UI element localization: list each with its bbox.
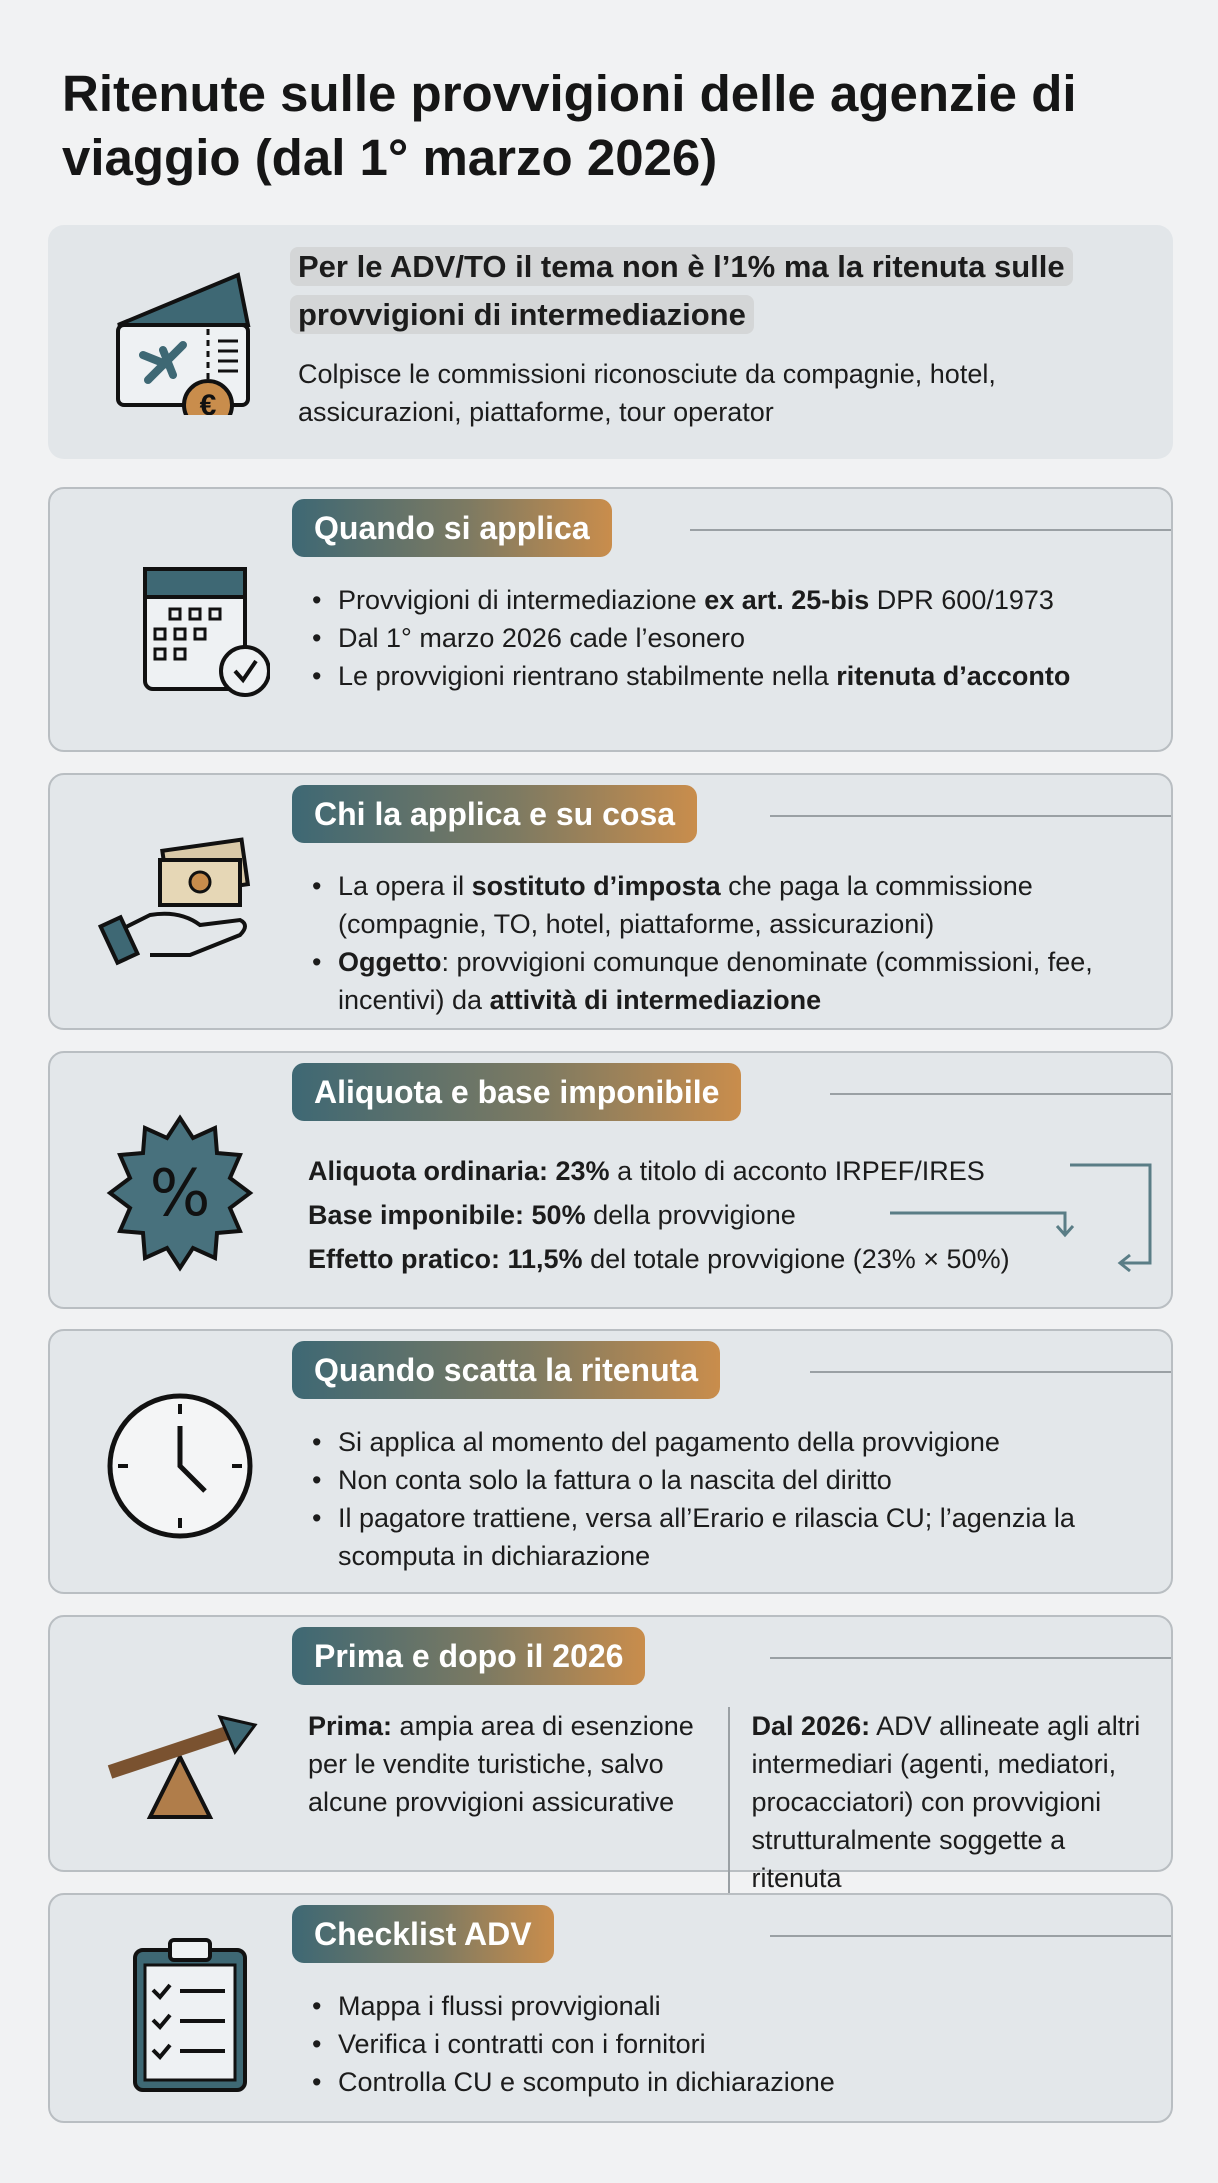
bullet-list: La opera il sostituto d’imposta che paga…	[308, 867, 1141, 1019]
list-item: Verifica i contratti con i fornitori	[308, 2025, 1141, 2063]
section-title: Checklist ADV	[292, 1905, 554, 1963]
list-item: Provvigioni di intermediazione ex art. 2…	[308, 581, 1141, 619]
section-quando-si-applica: Quando si applica Provvigioni di interme…	[48, 487, 1173, 752]
section-title: Quando si applica	[292, 499, 612, 557]
divider	[770, 815, 1171, 817]
list-item: La opera il sostituto d’imposta che paga…	[308, 867, 1141, 943]
bullet-list: Mappa i flussi provvigionali Verifica i …	[308, 1987, 1141, 2101]
intro-card: € Per le ADV/TO il tema non è l’1% ma la…	[48, 225, 1173, 459]
before-column: Prima: ampia area di esenzione per le ve…	[308, 1711, 694, 1817]
divider	[830, 1093, 1171, 1095]
svg-text:€: €	[200, 389, 217, 415]
list-item: Mappa i flussi provvigionali	[308, 1987, 1141, 2025]
section-aliquota: Aliquota e base imponibile % Aliquota or…	[48, 1051, 1173, 1309]
divider	[770, 1657, 1171, 1659]
bullet-list: Provvigioni di intermediazione ex art. 2…	[308, 581, 1141, 695]
page-title: Ritenute sulle provvigioni delle agenzie…	[62, 65, 1077, 186]
section-title: Quando scatta la ritenuta	[292, 1341, 721, 1399]
divider	[690, 529, 1171, 531]
list-item: Il pagatore trattiene, versa all’Erario …	[308, 1499, 1141, 1575]
list-item: Non conta solo la fattura o la nascita d…	[308, 1461, 1141, 1499]
bullet-list: Si applica al momento del pagamento dell…	[308, 1423, 1141, 1575]
section-title: Prima e dopo il 2026	[292, 1627, 646, 1685]
rate-line: Effetto pratico: 11,5% del totale provvi…	[308, 1244, 1010, 1274]
seesaw-arrow-icon	[107, 1714, 258, 1819]
section-title: Chi la applica e su cosa	[292, 785, 698, 843]
list-item: Dal 1° marzo 2026 cade l’esonero	[308, 619, 1141, 657]
section-quando-scatta: Quando scatta la ritenuta Si applica al …	[48, 1329, 1173, 1594]
flow-arrows	[890, 1163, 1152, 1273]
intro-text: Colpisce le commissioni riconosciute da …	[298, 359, 996, 427]
section-chi-la-applica: Chi la applica e su cosa La opera il sos…	[48, 773, 1173, 1030]
list-item: Si applica al momento del pagamento dell…	[308, 1423, 1141, 1461]
after-column: Dal 2026: ADV allineate agli altri inter…	[727, 1707, 1172, 1897]
divider	[770, 1935, 1171, 1937]
section-title: Aliquota e base imponibile	[292, 1063, 742, 1121]
section-prima-dopo: Prima e dopo il 2026 Prima: ampia area d…	[48, 1615, 1173, 1897]
clock-icon	[107, 1393, 253, 1539]
percent-badge-icon: %	[106, 1114, 254, 1272]
divider	[810, 1371, 1171, 1373]
ticket-euro-icon: €	[116, 272, 251, 415]
comparison: Prima: ampia area di esenzione per le ve…	[308, 1707, 1171, 1897]
clipboard-checklist-icon	[133, 1938, 247, 2092]
rate-lines: Aliquota ordinaria: 23% a titolo di acco…	[308, 1149, 1141, 1281]
svg-text:%: %	[150, 1157, 211, 1231]
rate-line: Base imponibile: 50% della provvigione	[308, 1200, 796, 1230]
hand-money-icon	[97, 837, 251, 966]
list-item: Oggetto: provvigioni comunque denominate…	[308, 943, 1141, 1019]
list-item: Controlla CU e scomputo in dichiarazione	[308, 2063, 1141, 2101]
list-item: Le provvigioni rientrano stabilmente nel…	[308, 657, 1141, 695]
intro-headline: Per le ADV/TO il tema non è l’1% ma la r…	[290, 243, 1173, 339]
calendar-check-icon	[143, 567, 270, 697]
section-checklist: Checklist ADV Mappa i flussi provvigiona…	[48, 1893, 1173, 2123]
rate-line: Aliquota ordinaria: 23% a titolo di acco…	[308, 1156, 985, 1186]
